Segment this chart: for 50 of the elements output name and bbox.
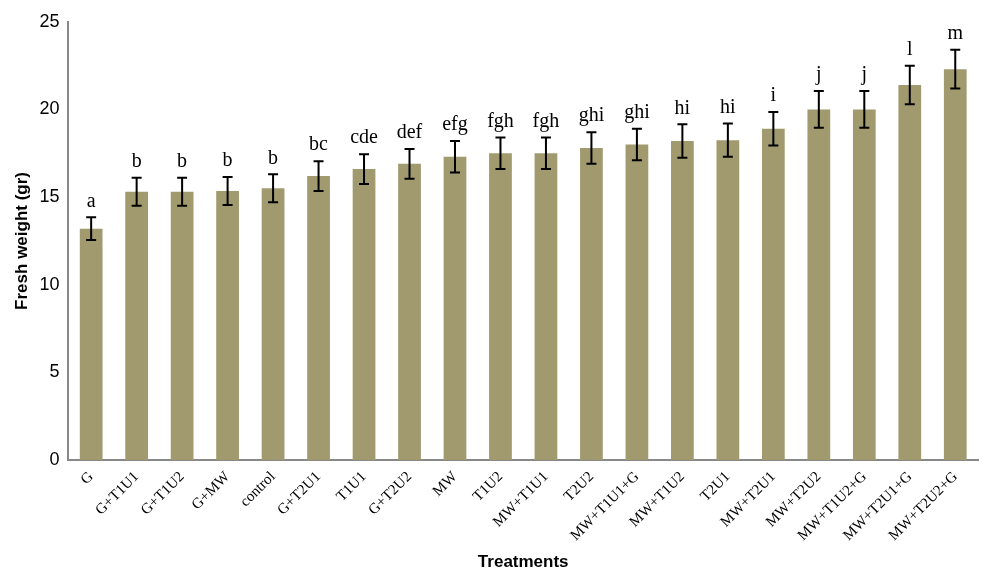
- y-tick-label: 5: [49, 361, 60, 382]
- bar: [125, 191, 149, 461]
- y-axis-title: Fresh weight (gr): [11, 171, 31, 310]
- bar: [580, 148, 603, 461]
- annotation: hi: [674, 95, 691, 118]
- bar: [398, 163, 421, 461]
- bar: [671, 141, 694, 461]
- bar: [352, 169, 376, 461]
- x-tick-label: MW: [429, 467, 461, 499]
- annotation: j: [815, 62, 822, 86]
- annotation: ghi: [624, 99, 651, 123]
- bar: [443, 156, 467, 461]
- annotation: hi: [720, 94, 737, 117]
- bar: [489, 153, 512, 461]
- x-axis-title: Treatments: [477, 552, 569, 572]
- bar: [716, 140, 740, 461]
- bar: [307, 176, 330, 461]
- annotation: b: [222, 148, 233, 171]
- annotation: b: [268, 145, 279, 168]
- annotation: b: [131, 149, 142, 172]
- bar: [943, 69, 967, 461]
- bar: [807, 109, 831, 461]
- y-tick-label: 0: [49, 449, 60, 470]
- annotation: efg: [442, 112, 468, 136]
- bar: [898, 84, 922, 461]
- bar: [216, 190, 239, 461]
- annotation: b: [177, 149, 188, 172]
- annotation: cde: [350, 125, 379, 148]
- annotation: a: [86, 188, 96, 211]
- annotation: bc: [309, 132, 329, 155]
- annotation: m: [947, 21, 964, 44]
- y-tick-label: 15: [39, 186, 60, 207]
- bar: [761, 128, 785, 461]
- y-tick-label: 25: [39, 10, 60, 31]
- annotation: i: [770, 83, 777, 106]
- annotation: fgh: [487, 108, 514, 132]
- bar: [79, 228, 103, 461]
- bar: [534, 153, 558, 461]
- bar: [625, 144, 649, 461]
- annotation: j: [860, 62, 868, 86]
- y-tick-label: 20: [39, 98, 60, 119]
- bar: [261, 188, 285, 461]
- y-tick-label: 10: [39, 273, 60, 294]
- annotation: def: [396, 120, 423, 143]
- annotation: l: [907, 36, 913, 59]
- bar: [852, 109, 876, 461]
- bar: [170, 191, 194, 461]
- annotation: ghi: [578, 103, 605, 127]
- annotation: fgh: [532, 108, 560, 132]
- x-tick-label: G: [77, 467, 97, 487]
